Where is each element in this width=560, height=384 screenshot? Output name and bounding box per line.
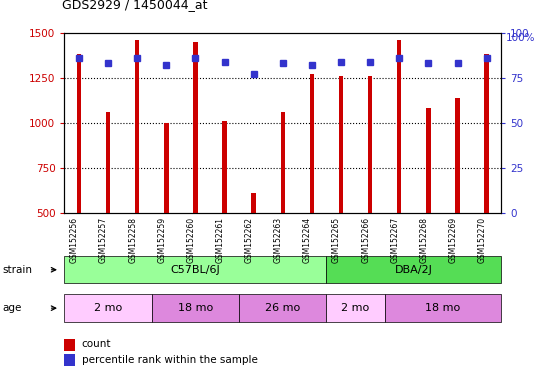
Bar — [64, 339, 75, 351]
Text: DBA/2J: DBA/2J — [395, 265, 433, 275]
Text: GSM152267: GSM152267 — [390, 217, 399, 263]
Text: GSM152257: GSM152257 — [99, 217, 108, 263]
Bar — [326, 295, 385, 322]
Text: percentile rank within the sample: percentile rank within the sample — [82, 355, 258, 365]
Bar — [64, 295, 152, 322]
Text: strain: strain — [3, 265, 33, 275]
Bar — [385, 295, 501, 322]
Text: count: count — [82, 339, 111, 349]
Text: 2 mo: 2 mo — [94, 303, 122, 313]
Text: 100%: 100% — [506, 33, 535, 43]
Text: GSM152269: GSM152269 — [449, 217, 458, 263]
Bar — [64, 354, 75, 366]
Text: age: age — [3, 303, 22, 313]
Bar — [310, 74, 314, 213]
Text: GSM152260: GSM152260 — [186, 217, 195, 263]
Bar — [484, 54, 489, 213]
Text: GSM152262: GSM152262 — [245, 217, 254, 263]
Bar — [339, 76, 343, 213]
Text: 18 mo: 18 mo — [426, 303, 460, 313]
Bar — [106, 112, 110, 213]
Text: 26 mo: 26 mo — [265, 303, 300, 313]
Bar — [368, 76, 372, 213]
Bar — [64, 256, 326, 283]
Text: GDS2929 / 1450044_at: GDS2929 / 1450044_at — [62, 0, 207, 12]
Text: GSM152270: GSM152270 — [478, 217, 487, 263]
Bar — [239, 295, 326, 322]
Text: GSM152265: GSM152265 — [332, 217, 341, 263]
Text: 2 mo: 2 mo — [342, 303, 370, 313]
Bar — [164, 123, 169, 213]
Text: GSM152256: GSM152256 — [70, 217, 79, 263]
Bar — [152, 295, 239, 322]
Bar — [397, 40, 402, 213]
Bar — [326, 256, 501, 283]
Bar — [455, 98, 460, 213]
Text: 18 mo: 18 mo — [178, 303, 213, 313]
Text: C57BL/6J: C57BL/6J — [171, 265, 220, 275]
Text: GSM152268: GSM152268 — [419, 217, 428, 263]
Text: GSM152258: GSM152258 — [128, 217, 137, 263]
Bar — [426, 108, 431, 213]
Bar — [135, 40, 139, 213]
Bar — [77, 54, 81, 213]
Text: GSM152261: GSM152261 — [216, 217, 225, 263]
Bar — [281, 112, 285, 213]
Text: GSM152259: GSM152259 — [157, 217, 166, 263]
Text: GSM152264: GSM152264 — [303, 217, 312, 263]
Bar — [251, 193, 256, 213]
Bar — [193, 42, 198, 213]
Text: GSM152263: GSM152263 — [274, 217, 283, 263]
Text: GSM152266: GSM152266 — [361, 217, 370, 263]
Bar — [222, 121, 227, 213]
